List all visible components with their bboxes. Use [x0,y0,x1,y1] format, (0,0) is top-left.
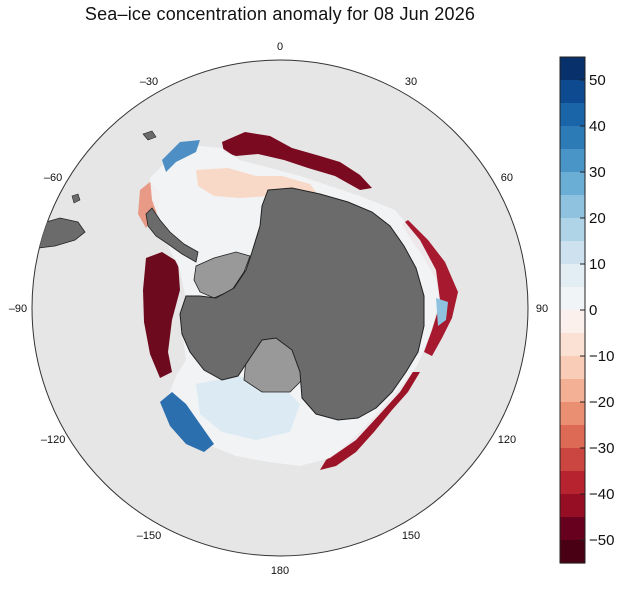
longitude-label: –150 [137,530,161,542]
anomaly-positive-region [162,140,200,172]
colorbar-swatch [560,241,585,265]
anomaly-negative-region [143,252,180,378]
colorbar-tick-label: 30 [589,164,606,181]
colorbar-swatch [560,471,585,495]
colorbar-swatch [560,195,585,219]
longitude-label: 150 [402,530,420,542]
colorbar-tick-label: 40 [589,118,606,135]
longitude-labels: 0 30 60 90 120 150 180 –150 –120 –90 –60 –30 [9,41,548,577]
island-land [71,193,81,204]
colorbar-swatch [560,80,585,104]
colorbar-tick-label: −50 [589,532,614,549]
colorbar-swatch [560,425,585,449]
colorbar-swatch [560,540,585,564]
colorbar-tick-label: 20 [589,210,606,227]
colorbar-swatch [560,264,585,288]
colorbar-swatch [560,218,585,242]
colorbar-swatch [560,149,585,173]
antarctic-peninsula-land [145,207,199,263]
longitude-label: –90 [9,303,27,315]
longitude-label: 0 [277,41,283,53]
colorbar-tick-label: −30 [589,440,614,457]
colorbar-swatch [560,379,585,403]
longitude-label: 30 [405,76,417,88]
colorbar-swatch [560,402,585,426]
anomaly-positive-region [160,392,214,452]
longitude-label: 120 [498,434,516,446]
anomaly-negative-region [222,132,372,190]
colorbar-swatch [560,448,585,472]
colorbar-tick-label: 50 [589,72,606,89]
colorbar-swatch [560,57,585,81]
colorbar-swatch [560,517,585,541]
colorbar-swatch [560,287,585,311]
colorbar-swatch [560,494,585,518]
colorbar-ticks: 50 40 30 20 10 0 −10 −20 −30 −40 −50 [580,72,614,549]
longitude-label: –120 [41,434,65,446]
longitude-label: –30 [140,76,158,88]
longitude-label: 60 [501,172,513,184]
colorbar-swatch [560,333,585,357]
colorbar-tick-label: −40 [589,486,614,503]
longitude-label: –60 [44,172,62,184]
longitude-label: 90 [536,303,548,315]
colorbar-tick-label: 10 [589,256,606,273]
colorbar-swatch [560,172,585,196]
longitude-label: 180 [271,565,289,577]
colorbar-swatch [560,126,585,150]
colorbar-tick-label: −10 [589,348,614,365]
ronne-ice-shelf [193,251,251,299]
colorbar-swatches [560,57,585,564]
colorbar-swatch [560,356,585,380]
colorbar-swatch [560,310,585,334]
colorbar-tick-label: −20 [589,394,614,411]
anomaly-positive-region [436,298,448,326]
anomaly-negative-region [402,220,458,356]
antarctica-land [179,187,425,421]
south-america-land [35,217,86,249]
map-title: Sea–ice concentration anomaly for 08 Jun… [84,4,476,24]
island-land [142,130,157,141]
colorbar-tick-label: 0 [589,302,597,319]
colorbar-swatch [560,103,585,127]
